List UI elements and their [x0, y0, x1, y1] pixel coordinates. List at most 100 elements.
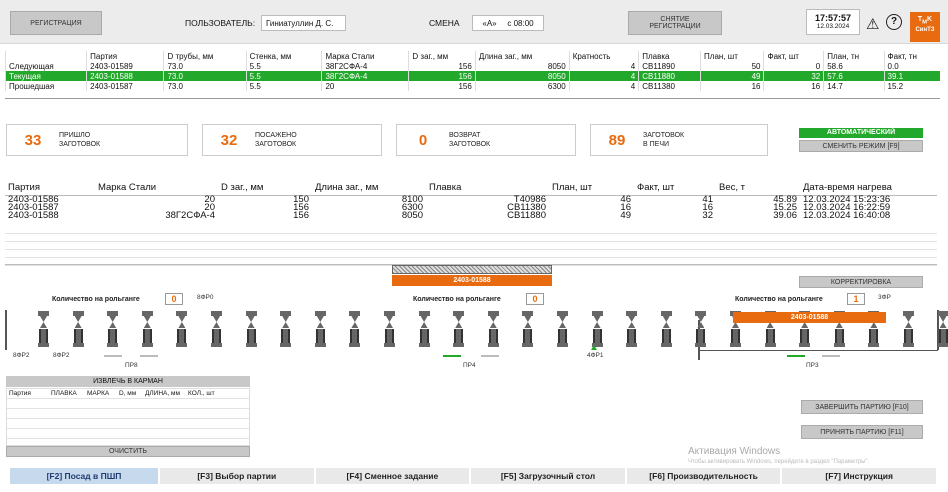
- roller-icon: [106, 311, 119, 349]
- heat-row[interactable]: 2403-01586 20 150 8100 Т40986 46 41 45.89 12.03.…: [5, 195, 937, 204]
- sensor-3fr: 3ФР: [878, 294, 891, 301]
- cell: 4: [568, 81, 639, 91]
- accept-batch-button[interactable]: ПРИНЯТЬ ПАРТИЮ [F11]: [801, 425, 923, 439]
- company-logo: TMK СинТЗ: [910, 12, 940, 42]
- cell: 45.89: [773, 193, 797, 205]
- roller-icon: [937, 311, 948, 349]
- divider: [5, 264, 937, 265]
- plan-table: Партия D трубы, мм Стенка, мм Марка Стал…: [4, 51, 940, 91]
- cell: СВ11380: [638, 81, 701, 91]
- furnace-exit: [392, 265, 552, 274]
- heat-header: Длина заг., мм: [312, 181, 426, 196]
- shift-label: СМЕНА: [429, 18, 460, 28]
- unregister-button[interactable]: СНЯТИЕ РЕГИСТРАЦИИ: [628, 11, 722, 35]
- heat-row[interactable]: 2403-01587 20 156 6300 СВ11380 16 16 15.25 12.03…: [5, 201, 937, 213]
- stat-value: 0: [418, 131, 428, 149]
- rollgang-count-2: 0: [526, 293, 544, 305]
- billet-marker[interactable]: 2403-01588: [392, 275, 552, 286]
- rollgang-count-label: Количество на рольганге: [413, 296, 501, 303]
- stat-loaded: 32 ПОСАЖЕНО ЗАГОТОВОК: [202, 124, 382, 156]
- cell: 2403-01589: [86, 61, 164, 71]
- plan-header: Длина заг., мм: [474, 51, 570, 61]
- heat-header: Дата-время нагрева: [800, 181, 937, 196]
- cell: 2403-01587: [86, 81, 164, 91]
- correction-button[interactable]: КОРРЕКТИРОВКА: [799, 276, 923, 288]
- stat-value: 33: [24, 131, 42, 149]
- sensor-8fr2a: 8ФР2: [13, 352, 30, 359]
- plan-row-previous[interactable]: Прошедшая 2403-01587 73.0 5.5 20 156 6300 4 СВ11…: [4, 81, 940, 91]
- plan-header: Факт, шт: [763, 51, 824, 61]
- heat-row[interactable]: 2403-01588 38Г2СФА-4 156 8050 СВ11880 49 32 39.…: [5, 209, 937, 221]
- plan-header: Факт, тн: [883, 51, 940, 61]
- roller-icon: [521, 311, 534, 349]
- roller-icon: [314, 311, 327, 349]
- plan-header: Плавка: [638, 51, 701, 61]
- arrow-left-icon: [104, 355, 122, 357]
- tab-instruction[interactable]: [F7] Инструкция: [782, 468, 938, 484]
- cell: 150: [293, 193, 309, 205]
- rollgang-count-label: Количество на рольганге: [52, 296, 140, 303]
- windows-watermark-sub: Чтобы активировать Windows, перейдите в …: [688, 459, 870, 465]
- sensor-4fr1: 4ФР1: [587, 352, 604, 359]
- cell: 5.5: [245, 61, 322, 71]
- cell: 2403-01587: [8, 201, 59, 213]
- tab-performance[interactable]: [F6] Производительность: [626, 468, 783, 484]
- plan-header: План, тн: [823, 51, 885, 61]
- roller-icon: [279, 311, 292, 349]
- roller-icon: [660, 311, 673, 349]
- roller-icon: [452, 311, 465, 349]
- cell: 16: [763, 81, 824, 91]
- roller-icon: [383, 311, 396, 349]
- roller-icon: [72, 311, 85, 349]
- roller-icon: [348, 311, 361, 349]
- sensor-indicator-icon: [591, 345, 597, 350]
- pocket-title: ИЗВЛЕЧЬ В КАРМАН: [6, 376, 250, 387]
- help-icon[interactable]: ?: [886, 14, 902, 30]
- roller-icon: [418, 311, 431, 349]
- cell: 16: [702, 201, 713, 213]
- finish-batch-button[interactable]: ЗАВЕРШИТЬ ПАРТИЮ [F10]: [801, 400, 923, 414]
- heat-table: Партия Марка Стали D заг., мм Длина заг., м…: [5, 181, 937, 220]
- tab-loading-table[interactable]: [F5] Загрузочный стол: [471, 468, 627, 484]
- cell: 38Г2СФА-4: [165, 209, 215, 221]
- registration-button[interactable]: РЕГИСТРАЦИЯ: [10, 11, 102, 35]
- clear-button[interactable]: ОЧИСТИТЬ: [6, 446, 250, 457]
- tab-batch-select[interactable]: [F3] Выбор партии: [160, 468, 316, 484]
- heat-header: Вес, т: [716, 181, 800, 196]
- roller-icon: [37, 311, 50, 349]
- cell: 0.0: [883, 61, 940, 71]
- cell: 0: [763, 61, 824, 71]
- warning-icon[interactable]: ⚠: [866, 16, 880, 33]
- pocket-header: МАРКА: [87, 390, 110, 397]
- roller-icon: [902, 311, 915, 349]
- heat-header: Плавка: [426, 181, 549, 196]
- cell: 39.1: [883, 71, 940, 81]
- plan-row-next[interactable]: Следующая 2403-01589 73.0 5.5 38Г2СФА-4 156 80…: [4, 61, 940, 71]
- sensor-8fr2b: 8ФР2: [53, 352, 70, 359]
- windows-watermark: Активация Windows: [688, 446, 781, 457]
- cell: 2403-01588: [8, 209, 59, 221]
- cell: 12.03.2024 15:23:36: [803, 193, 891, 205]
- change-mode-button[interactable]: СМЕНИТЬ РЕЖИМ [F9]: [799, 140, 923, 152]
- cell: 8100: [401, 193, 423, 205]
- cell: 6300: [474, 81, 570, 91]
- billet-on-rollgang[interactable]: 2403-01588: [733, 312, 886, 323]
- cell: СВ11880: [507, 209, 546, 221]
- pocket-table: Партия ПЛАВКА МАРКА D, мм ДЛИНА, мм КОЛ.…: [6, 388, 250, 446]
- tab-posad[interactable]: [F2] Посад в ПШП: [10, 468, 160, 484]
- plan-row-current[interactable]: Текущая 2403-01588 73.0 5.5 38Г2СФА-4 156 8050…: [4, 71, 940, 81]
- plan-header: Кратность: [568, 51, 639, 61]
- heat-header: Марка Стали: [95, 181, 218, 196]
- cell: 15.25: [773, 201, 797, 213]
- pocket-header-row: Партия ПЛАВКА МАРКА D, мм ДЛИНА, мм КОЛ.…: [7, 389, 249, 399]
- tab-shift-task[interactable]: [F4] Сменное задание: [315, 468, 472, 484]
- stat-label: ЗАГОТОВОК В ПЕЧИ: [643, 132, 685, 148]
- pocket-header: КОЛ., шт: [188, 390, 215, 397]
- arrow-left-icon: [443, 355, 461, 357]
- clock: 17:57:57 12.03.2024: [806, 9, 860, 35]
- cell: 12.03.2024 16:40:08: [803, 209, 891, 221]
- plan-header: D трубы, мм: [163, 51, 247, 61]
- cell: 156: [408, 61, 476, 71]
- cell: 20: [204, 201, 215, 213]
- cell: 6300: [401, 201, 423, 213]
